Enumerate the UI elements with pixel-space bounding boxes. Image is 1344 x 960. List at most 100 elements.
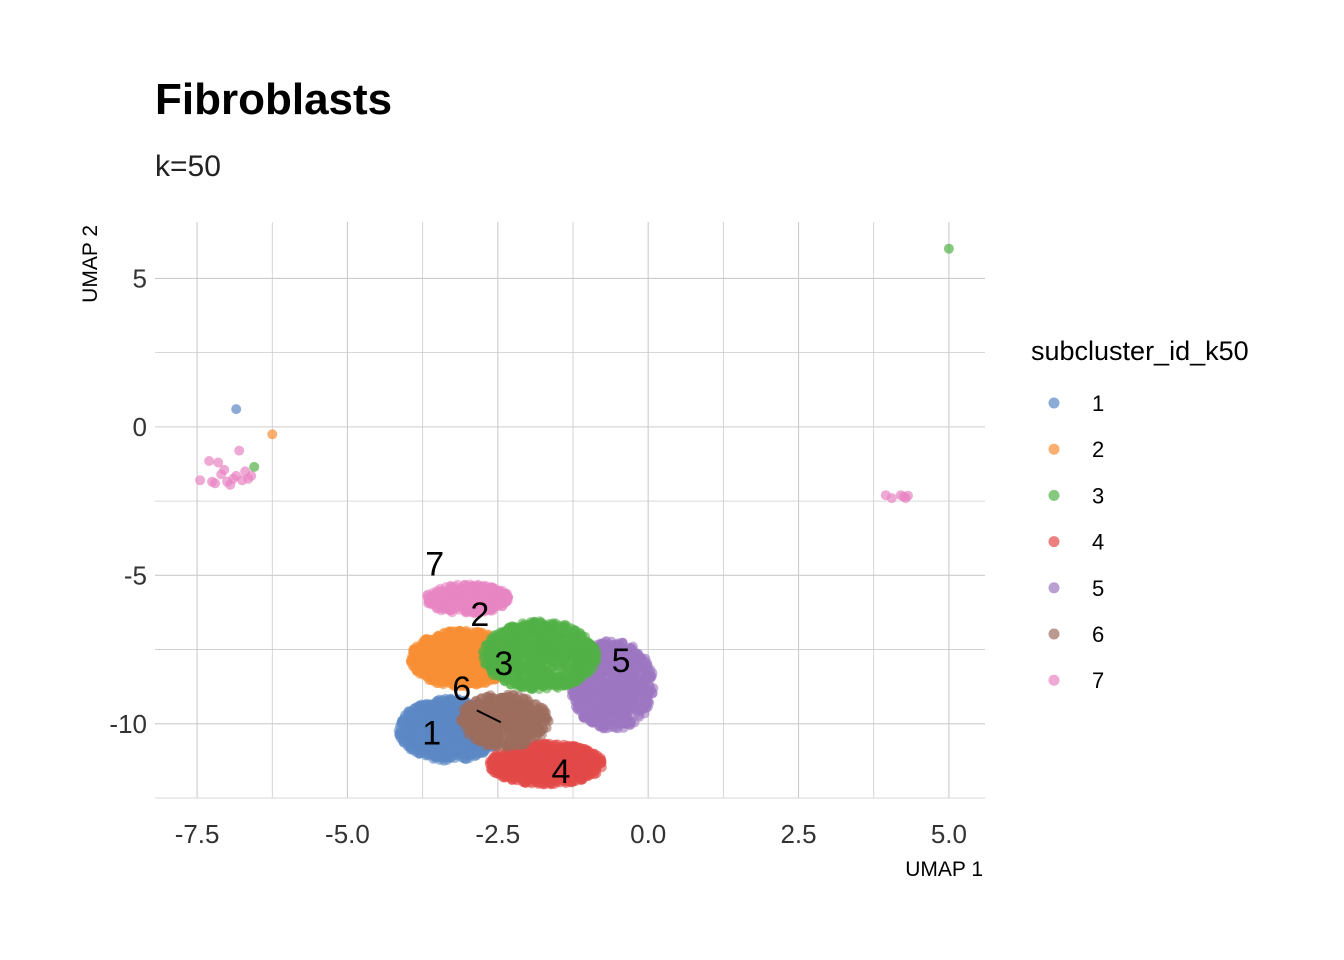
- point: [442, 750, 453, 760]
- point: [571, 676, 582, 687]
- point: [459, 626, 469, 637]
- point: [527, 644, 538, 655]
- point: [582, 755, 592, 766]
- point: [553, 645, 564, 656]
- point: [432, 631, 443, 642]
- point: [527, 623, 538, 634]
- point: [560, 634, 571, 645]
- point-outlier: [943, 243, 954, 254]
- point-outlier: [249, 461, 260, 472]
- point: [576, 659, 587, 670]
- point: [564, 745, 575, 756]
- point: [415, 641, 426, 652]
- point: [504, 769, 515, 780]
- point: [597, 668, 608, 679]
- point: [542, 628, 553, 639]
- point: [538, 636, 549, 647]
- point: [468, 716, 479, 727]
- point: [505, 758, 516, 769]
- point: [528, 682, 539, 693]
- point: [600, 636, 611, 647]
- point: [627, 641, 638, 652]
- point: [440, 661, 451, 671]
- point: [558, 676, 569, 687]
- point: [419, 747, 430, 758]
- point: [406, 657, 417, 668]
- point: [417, 668, 428, 679]
- point: [617, 718, 628, 729]
- point: [554, 773, 565, 784]
- point: [582, 771, 593, 782]
- point: [607, 669, 618, 680]
- point: [502, 689, 513, 700]
- point: [505, 646, 516, 657]
- point: [449, 734, 460, 745]
- point: [531, 718, 542, 729]
- point: [607, 685, 618, 696]
- point: [509, 623, 520, 634]
- point: [541, 748, 551, 759]
- chart-title: Fibroblasts: [155, 75, 392, 124]
- point: [422, 635, 432, 646]
- point-outlier: [267, 429, 278, 440]
- point: [409, 703, 420, 714]
- point: [434, 721, 445, 732]
- point: [608, 706, 619, 717]
- point: [454, 748, 465, 759]
- point: [545, 770, 556, 781]
- point: [451, 648, 462, 659]
- point: [414, 658, 425, 669]
- point: [492, 629, 502, 640]
- point: [637, 653, 647, 663]
- point: [566, 764, 577, 775]
- point: [501, 626, 512, 637]
- point: [494, 671, 505, 682]
- point: [573, 746, 583, 757]
- point: [613, 640, 624, 651]
- series-5-points: [565, 636, 659, 734]
- point: [582, 713, 593, 724]
- series-7-points: [195, 445, 913, 618]
- scatter-points: [195, 243, 954, 790]
- point: [601, 647, 612, 658]
- point: [625, 720, 636, 731]
- point: [461, 708, 472, 719]
- point: [464, 726, 475, 737]
- point: [429, 738, 440, 749]
- point: [484, 729, 495, 740]
- point: [636, 704, 647, 714]
- point: [489, 660, 500, 671]
- point: [589, 700, 600, 711]
- point-outlier: [231, 404, 242, 415]
- point: [582, 688, 593, 699]
- point: [506, 714, 517, 725]
- point: [582, 646, 592, 657]
- point: [491, 758, 501, 769]
- point: [444, 722, 455, 733]
- point: [394, 730, 405, 741]
- point: [443, 699, 454, 710]
- point: [601, 657, 612, 668]
- point: [462, 652, 473, 663]
- point: [526, 673, 536, 683]
- point: [463, 700, 474, 710]
- point: [525, 660, 536, 671]
- point: [396, 718, 407, 729]
- point: [519, 763, 530, 774]
- point: [630, 660, 641, 671]
- point: [474, 666, 485, 677]
- point: [441, 671, 452, 681]
- point: [552, 750, 563, 760]
- point: [542, 670, 553, 681]
- point: [402, 727, 413, 738]
- point: [520, 631, 531, 642]
- point: [412, 721, 423, 732]
- point: [435, 603, 446, 614]
- point: [538, 723, 549, 734]
- chart-subtitle: k=50: [155, 150, 221, 183]
- point: [402, 741, 413, 752]
- point: [430, 665, 441, 676]
- point: [453, 661, 464, 672]
- point: [626, 701, 637, 712]
